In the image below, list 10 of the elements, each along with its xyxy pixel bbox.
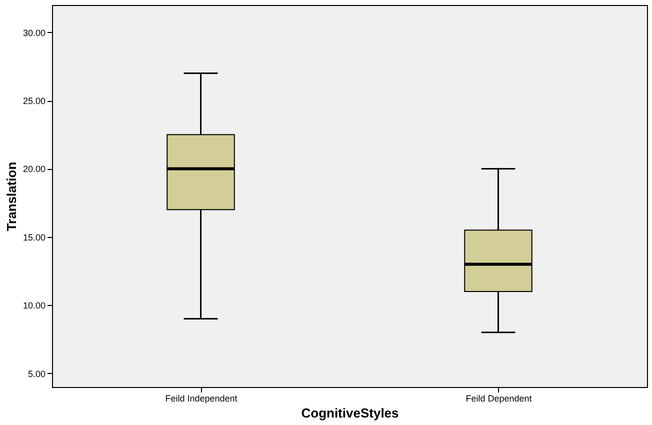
y-tick-label: 10.00 (22, 300, 46, 311)
y-tick-label: 20.00 (22, 164, 46, 174)
x-axis-title: CognitiveStyles (301, 406, 399, 420)
x-tick-label: Feild Independent (165, 394, 238, 404)
y-tick-label: 15.00 (22, 232, 46, 242)
y-tick-label: 25.00 (22, 96, 46, 106)
y-tick-label: 5.00 (28, 368, 46, 379)
y-tick-label: 30.00 (22, 28, 46, 38)
x-tick-label: Feild Dependent (466, 394, 532, 404)
y-axis-title: Translation (4, 162, 19, 232)
